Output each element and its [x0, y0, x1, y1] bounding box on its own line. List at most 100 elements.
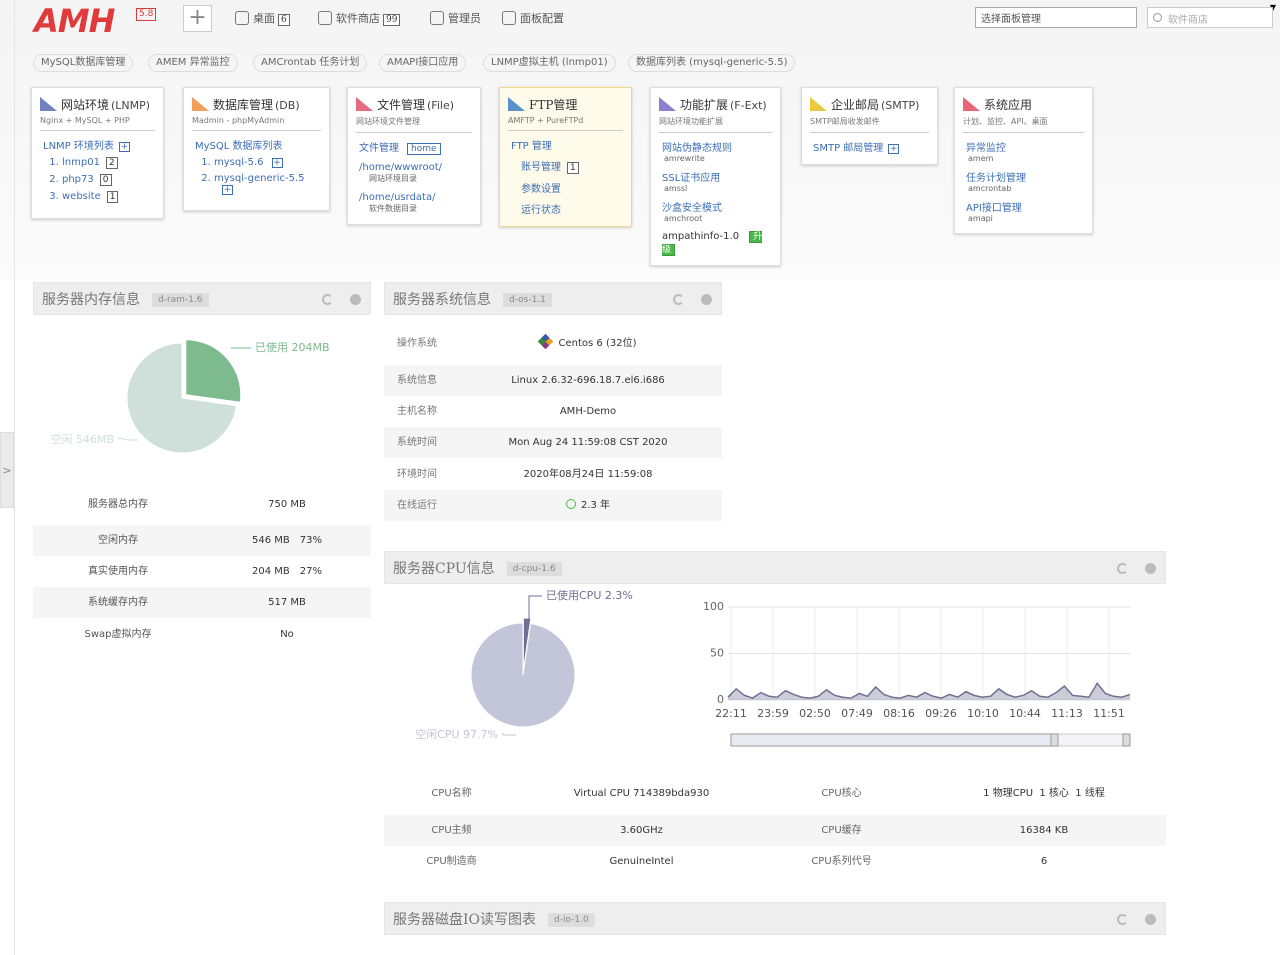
panel-header: 服务器内存信息 d-ram-1.6	[33, 282, 371, 315]
module-subtitle: 网站环境文件管理	[356, 113, 472, 133]
tab[interactable]: 数据库列表 (mysql-generic-5.5)	[628, 54, 796, 72]
link-sub: 网站环境目录	[369, 174, 417, 183]
refresh-icon[interactable]	[1117, 563, 1128, 574]
panel-tag: d-ram-1.6	[152, 293, 209, 307]
table-row: CPU制造商 GenuineIntel CPU系列代号 6	[384, 846, 1166, 877]
panel-select[interactable]: 选择面板管理	[975, 7, 1137, 28]
navigator-range	[730, 733, 1056, 747]
add-button[interactable]: +	[183, 5, 212, 32]
y-tick-label: 50	[710, 647, 724, 660]
module-head[interactable]: LNMP 环境列表 +	[43, 137, 155, 152]
link-sub: amem	[968, 154, 994, 163]
module-icon	[659, 97, 676, 111]
refresh-icon[interactable]	[673, 294, 684, 305]
x-tick-label: 02:50	[799, 707, 831, 720]
tab[interactable]: AMEM 异常监控	[148, 54, 238, 72]
close-icon[interactable]	[1145, 914, 1156, 925]
value: 204 MB	[252, 566, 290, 577]
module-code: (F-Ext)	[730, 99, 767, 112]
row-label: Swap虚拟内存	[84, 629, 152, 640]
table-row: 系统时间 Mon Aug 24 11:59:08 CST 2020	[384, 427, 722, 458]
table-row: 真实使用内存 204 MB 27%	[33, 556, 371, 587]
module-head[interactable]: MySQL 数据库列表	[195, 137, 321, 152]
module-card: 网站环境(LNMP)Nginx + MySQL + PHP LNMP 环境列表 + l…	[31, 87, 164, 219]
tab[interactable]: AMCrontab 任务计划	[253, 54, 368, 72]
table-row: CPU名称 Virtual CPU 714389bda930 CPU核心 1 物理CP…	[384, 778, 1166, 809]
pie-slice	[126, 342, 238, 454]
refresh-icon[interactable]	[322, 294, 333, 305]
link-text[interactable]: 异常监控	[966, 143, 1006, 154]
link-text[interactable]: 参数设置	[521, 184, 561, 195]
link-text[interactable]: 账号管理	[521, 162, 561, 173]
sidebar-toggle[interactable]: >	[0, 432, 14, 508]
list-text: mysql-5.6	[214, 157, 264, 168]
link-sub: amssl	[664, 184, 688, 193]
module-head[interactable]: SMTP 邮局管理 +	[813, 139, 929, 154]
table-row: CPU主频 3.60GHz CPU缓存 16384 KB	[384, 815, 1166, 846]
list-item[interactable]: website 1	[62, 191, 155, 203]
link-text[interactable]: 任务计划管理	[966, 173, 1026, 184]
sidebar-edge	[14, 0, 15, 955]
nav-item[interactable]: 面板配置	[502, 10, 564, 26]
link-text[interactable]: /home/wwwroot/	[359, 162, 443, 173]
link-text[interactable]: ampathinfo-1.0	[662, 231, 740, 242]
link-text[interactable]: 网站伪静态规则	[662, 143, 732, 154]
module-card: 功能扩展 (F-Ext) 网站环境功能扩展 网站伪静态规则 amrewrite SSL证书…	[650, 87, 781, 266]
module-code: (SMTP)	[881, 99, 920, 112]
tab[interactable]: LNMP虚拟主机 (lnmp01)	[483, 54, 616, 72]
pie-label: 空闲CPU 97.7%	[415, 727, 498, 741]
search-box[interactable]: 软件商店	[1147, 7, 1273, 28]
x-tick-label: 10:10	[967, 707, 999, 720]
row-label: 真实使用内存	[88, 566, 148, 577]
row-value: 517 MB	[233, 587, 341, 618]
line-chart: 0 50 100 22:11 23:59 02:50 07:49 08:16 09:26 10:1…	[703, 600, 1131, 747]
panel-header: 服务器磁盘IO读写图表 d-io-1.0	[384, 902, 1166, 935]
module-head[interactable]: 文件管理 home	[359, 139, 472, 155]
module-icon	[508, 97, 525, 111]
table-row: 系统缓存内存 517 MB	[33, 587, 371, 618]
value: Mon Aug 24 11:59:08 CST 2020	[508, 437, 668, 448]
version: 5.8	[136, 8, 157, 21]
link-text[interactable]: API接口管理	[966, 203, 1022, 214]
nav-icon	[430, 11, 444, 25]
search-icon	[1153, 13, 1162, 22]
list-badge: 1	[106, 191, 119, 203]
percent: 27%	[299, 566, 322, 577]
link-text[interactable]: 运行状态	[521, 205, 561, 216]
nav-item[interactable]: 桌面 6	[235, 10, 290, 26]
list-item[interactable]: mysql-5.6 +	[214, 157, 321, 168]
x-tick-label: 10:44	[1009, 707, 1041, 720]
table-row: 空闲内存 546 MB 73%	[33, 525, 371, 556]
close-icon[interactable]	[701, 294, 712, 305]
value: 546 MB	[252, 535, 290, 546]
row-label: 系统缓存内存	[88, 597, 148, 608]
link-text[interactable]: /home/usrdata/	[359, 192, 436, 203]
list-item[interactable]: php73 0	[62, 174, 155, 186]
close-icon[interactable]	[1145, 563, 1156, 574]
panel-title-text: 服务器磁盘IO读写图表	[393, 912, 537, 928]
nav-label: 桌面	[253, 12, 275, 25]
row-label: 环境时间	[397, 469, 437, 480]
close-icon[interactable]	[350, 294, 361, 305]
list-item[interactable]: lnmp01 2	[62, 157, 155, 169]
tab[interactable]: AMAPI接口应用	[379, 54, 467, 72]
link-text[interactable]: 沙盒安全模式	[662, 203, 722, 214]
pie-label: 已使用 204MB	[255, 341, 330, 354]
plus-icon: +	[888, 144, 900, 154]
refresh-icon[interactable]	[1117, 914, 1128, 925]
list-item[interactable]: mysql-generic-5.5+	[214, 173, 321, 195]
table-row: 主机名称 AMH-Demo	[384, 396, 722, 427]
nav-icon	[502, 11, 516, 25]
nav-item[interactable]: 软件商店 99	[318, 10, 401, 26]
nav-item[interactable]: 管理员	[430, 10, 481, 26]
value: 517 MB	[268, 597, 306, 608]
tab[interactable]: MySQL数据库管理	[33, 54, 134, 72]
module-link: 账号管理 1	[511, 158, 623, 174]
row-value: 1 物理CPU 1 核心 1 线程	[983, 788, 1105, 799]
link-text[interactable]: SSL证书应用	[662, 173, 721, 184]
link-text[interactable]: FTP 管理	[511, 141, 552, 152]
row-value: Centos 6 (32位)	[479, 328, 697, 359]
panel-title: 服务器系统信息 d-os-1.1	[393, 289, 552, 309]
x-tick-label: 23:59	[757, 707, 789, 720]
os-icon	[537, 333, 553, 350]
